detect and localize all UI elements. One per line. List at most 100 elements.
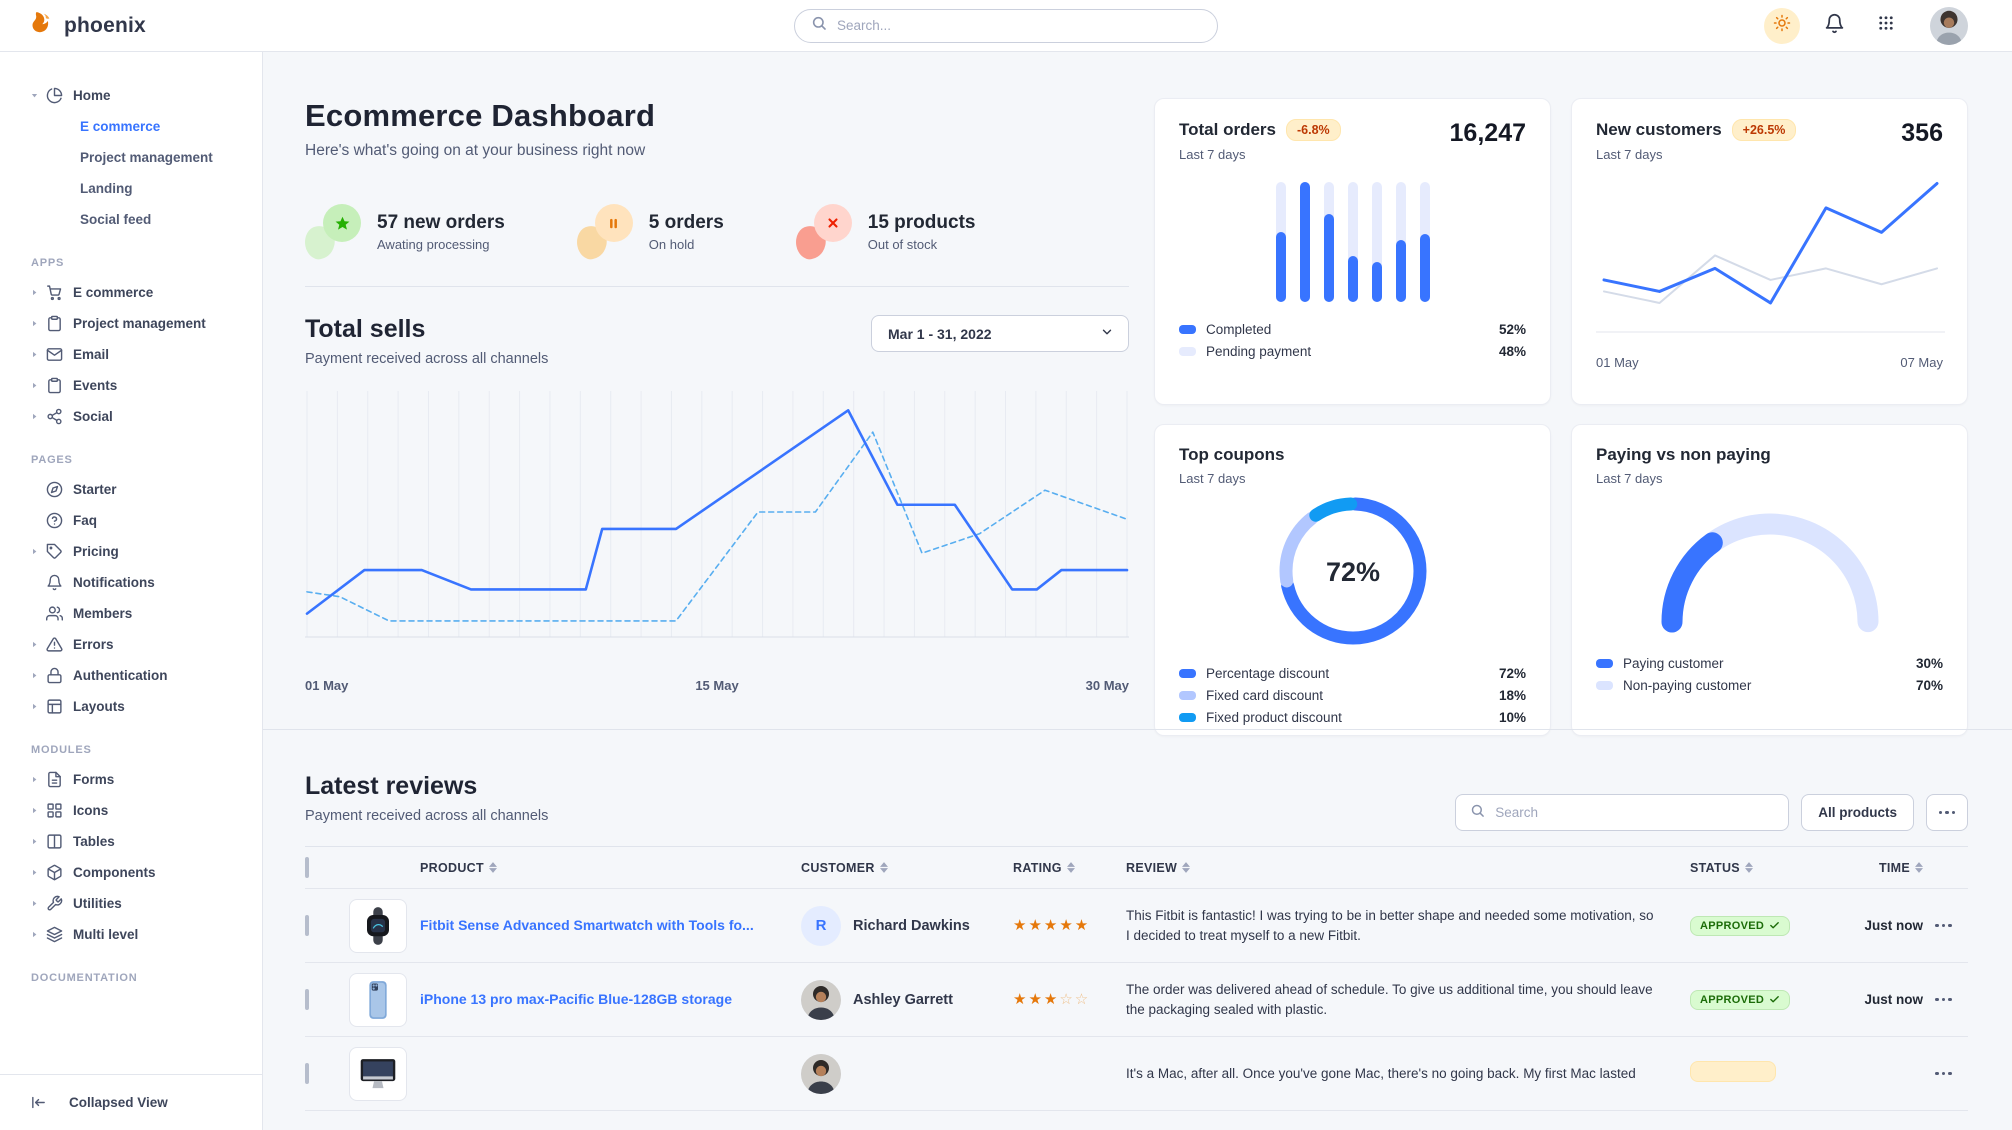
sidebar-item-utilities[interactable]: Utilities [0, 888, 262, 919]
sidebar-item-label: Multi level [73, 927, 139, 942]
sidebar-item-multi-level[interactable]: Multi level [0, 919, 262, 950]
status-badge: APPROVED [1690, 915, 1791, 936]
caret-right-icon [30, 837, 46, 846]
customer-name: Ashley Garrett [853, 991, 953, 1008]
row-checkbox[interactable] [305, 1062, 309, 1084]
sidebar-item-errors[interactable]: Errors [0, 629, 262, 660]
row-actions-button[interactable] [1935, 923, 1978, 928]
legend-row: Pending payment 48% [1179, 340, 1526, 362]
search-icon [1470, 803, 1485, 823]
share-icon [46, 408, 63, 425]
sidebar-subitem-label: E commerce [80, 119, 161, 134]
sun-icon [1773, 14, 1791, 37]
sidebar-subitem-landing[interactable]: Landing [0, 173, 262, 204]
product-thumbnail[interactable] [349, 1046, 407, 1101]
column-header-status[interactable]: STATUS [1690, 861, 1825, 875]
all-products-filter-button[interactable]: All products [1801, 794, 1914, 831]
row-actions-button[interactable] [1935, 997, 1978, 1002]
sidebar-subitem-social-feed[interactable]: Social feed [0, 204, 262, 235]
paying-card: Paying vs non paying Last 7 days Paying … [1571, 424, 1968, 736]
sidebar-item-events[interactable]: Events [0, 370, 262, 401]
sidebar-item-home[interactable]: Home [0, 80, 262, 111]
search-input[interactable] [837, 18, 1201, 33]
notifications-button[interactable] [1816, 8, 1852, 44]
reviews-title: Latest reviews [305, 772, 478, 800]
stat-value: 15 products [867, 212, 976, 233]
package-icon [46, 864, 63, 881]
apps-menu-button[interactable] [1868, 8, 1904, 44]
sidebar-item-e-commerce[interactable]: E commerce [0, 277, 262, 308]
product-thumbnail[interactable] [349, 972, 407, 1027]
user-avatar[interactable] [1930, 6, 1968, 45]
product-link[interactable]: Fitbit Sense Advanced Smartwatch with To… [420, 916, 754, 933]
sidebar-item-notifications[interactable]: Notifications [0, 567, 262, 598]
sidebar-item-label: Faq [73, 513, 98, 528]
sidebar-item-label: Layouts [73, 699, 125, 714]
sidebar-item-components[interactable]: Components [0, 857, 262, 888]
reviews-search-input[interactable] [1495, 805, 1775, 820]
sidebar-item-pricing[interactable]: Pricing [0, 536, 262, 567]
global-search[interactable] [794, 8, 1218, 43]
brand-logo[interactable]: phoenix [28, 10, 146, 42]
latest-reviews-section: Latest reviews Payment received across a… [263, 729, 2012, 1111]
sidebar-item-starter[interactable]: Starter [0, 474, 262, 505]
column-header-time[interactable]: TIME [1825, 861, 1935, 875]
date-range-select[interactable]: Mar 1 - 31, 2022 [871, 315, 1129, 352]
select-all-checkbox[interactable] [305, 856, 309, 878]
sidebar-item-icons[interactable]: Icons [0, 795, 262, 826]
pie-chart-icon [46, 87, 63, 104]
column-header-rating[interactable]: RATING [1013, 861, 1126, 875]
row-checkbox[interactable] [305, 988, 309, 1010]
product-link[interactable]: iPhone 13 pro max-Pacific Blue-128GB sto… [420, 990, 732, 1007]
sidebar-item-project-management[interactable]: Project management [0, 308, 262, 339]
sidebar-subitem-project-management[interactable]: Project management [0, 142, 262, 173]
caret-right-icon [30, 319, 46, 328]
sidebar-item-email[interactable]: Email [0, 339, 262, 370]
row-checkbox[interactable] [305, 914, 309, 936]
sidebar-item-forms[interactable]: Forms [0, 764, 262, 795]
reviews-table: PRODUCT CUSTOMER RATING REVIEW STATUS TI… [305, 846, 1968, 1111]
caret-right-icon [30, 671, 46, 680]
reviews-more-button[interactable] [1926, 794, 1968, 831]
caret-right-icon [30, 350, 46, 359]
stat-item: 15 products Out of stock [793, 204, 976, 262]
customer-avatar [801, 979, 841, 1020]
legend-value: 70% [1915, 677, 1943, 693]
caret-right-icon [30, 547, 46, 556]
caret-right-icon [30, 899, 46, 908]
sidebar-item-members[interactable]: Members [0, 598, 262, 629]
stat-value: 5 orders [648, 212, 724, 233]
sidebar-subitem-e-commerce[interactable]: E commerce [0, 111, 262, 142]
sidebar-item-tables[interactable]: Tables [0, 826, 262, 857]
caret-right-icon [30, 702, 46, 711]
row-actions-button[interactable] [1935, 1071, 1978, 1076]
paying-gauge-chart [1661, 513, 1878, 633]
paying-legend: Paying customer 30% Non-paying customer … [1596, 652, 1943, 696]
card-title: Paying vs non paying [1596, 445, 1771, 464]
clipboard-icon [46, 315, 63, 332]
sort-icon [1066, 862, 1075, 873]
sidebar-item-social[interactable]: Social [0, 401, 262, 432]
column-header-product[interactable]: PRODUCT [420, 861, 801, 875]
collapsed-view-label: Collapsed View [69, 1095, 168, 1110]
star-rating: ★★★☆☆ [1013, 991, 1091, 1008]
product-thumbnail[interactable] [349, 898, 407, 953]
sidebar-item-authentication[interactable]: Authentication [0, 660, 262, 691]
change-badge: +26.5% [1731, 119, 1797, 141]
status-badge: APPROVED [1690, 989, 1791, 1010]
theme-toggle-button[interactable] [1764, 7, 1800, 44]
sort-icon [1182, 862, 1191, 873]
reviews-search[interactable] [1455, 794, 1790, 831]
column-header-review[interactable]: REVIEW [1126, 861, 1690, 875]
bar [1299, 182, 1310, 302]
sidebar-item-faq[interactable]: Faq [0, 505, 262, 536]
collapsed-view-toggle[interactable]: Collapsed View [0, 1074, 262, 1130]
sidebar-section-label: MODULES [31, 744, 92, 756]
review-time: Just now [1864, 992, 1923, 1007]
sidebar-item-layouts[interactable]: Layouts [0, 691, 262, 722]
card-title: Total orders [1179, 120, 1276, 139]
sidebar-item-label: E commerce [73, 285, 154, 300]
sidebar-section-label: APPS [31, 257, 65, 269]
date-range-value: Mar 1 - 31, 2022 [888, 325, 992, 342]
column-header-customer[interactable]: CUSTOMER [801, 861, 1013, 875]
